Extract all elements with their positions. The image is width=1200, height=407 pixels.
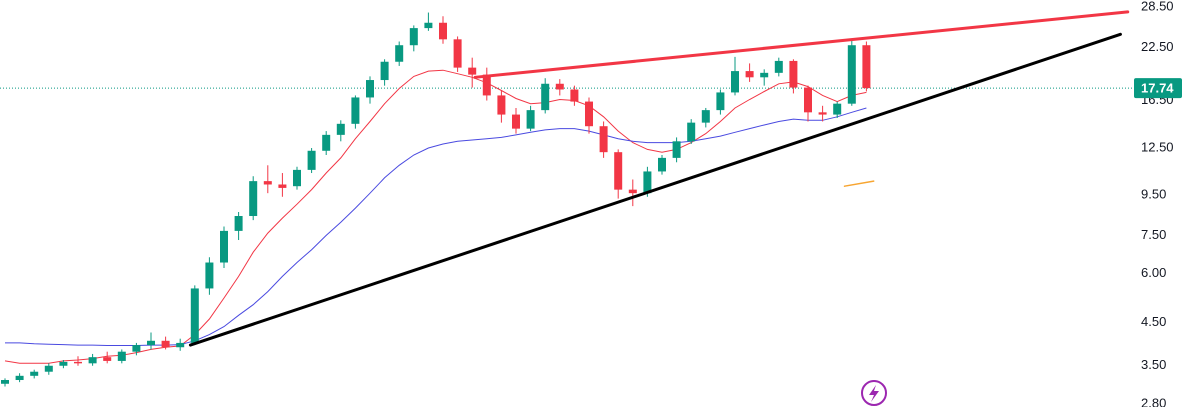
trendline [843,180,875,187]
candle-body [672,141,681,158]
candle-body [541,83,550,111]
candle-body [190,288,199,343]
candle-body [409,28,418,46]
candle-body [263,181,272,185]
candle-body [628,189,637,194]
candle-body [468,67,477,75]
candle-body [249,181,258,217]
candle-body [336,123,345,135]
candle-body [1,380,9,384]
candle-body [380,61,389,81]
candle-body [220,230,228,263]
trendline [188,32,1122,347]
candle-body [745,71,754,78]
candle-body [585,101,593,127]
candle-body [716,92,725,111]
y-tick-label: 4.50 [1141,314,1166,329]
candle-body [643,171,652,194]
y-tick-label: 7.50 [1141,227,1166,242]
candle-body [833,103,842,115]
candle-body [804,87,812,113]
y-tick-label: 12.50 [1141,139,1174,154]
candle-body [453,39,462,68]
icon-ring [861,380,887,406]
trendline [473,10,1130,79]
candle-body [351,97,360,124]
candle-body [88,357,97,364]
candle-body [701,110,710,123]
candle-body [439,22,447,40]
icon-bolt [869,385,879,402]
candle-body [526,110,535,129]
y-tick-label: 9.50 [1141,186,1166,201]
y-tick-label: 3.50 [1141,357,1166,372]
candle-body [395,45,404,62]
candle-body [599,126,608,153]
candle-body [818,112,827,115]
candle-body [687,122,696,142]
candle-body [30,371,39,376]
moving-average [4,69,867,364]
candle-body [482,74,491,96]
candle-body [424,22,433,29]
y-tick-label: 28.50 [1141,0,1174,13]
y-tick-label: 6.00 [1141,265,1166,280]
candle-body [293,169,301,187]
moving-average [5,107,867,346]
candle-body [59,361,68,366]
candle-body [614,152,623,190]
candle-body [366,80,374,98]
last-price-label: 17.74 [1141,81,1174,96]
candle-body [789,60,798,88]
candle-body [147,340,155,346]
candle-body [132,345,141,352]
candle-body [117,351,126,361]
lightning-icon[interactable] [861,380,887,406]
candle-body [278,184,287,188]
candle-body [570,89,579,102]
candle-body [322,134,331,151]
candle-body [176,342,185,348]
candle-body [731,71,739,93]
y-tick-label: 2.80 [1141,395,1166,407]
y-tick-label: 22.50 [1141,39,1174,54]
candle-body [760,72,769,78]
candle-body [205,262,214,289]
candle-body [512,114,520,129]
candle-body [658,157,666,172]
candle-body [15,375,24,381]
candle-body [161,340,170,348]
candle-body [234,216,243,231]
candle-body [774,60,783,73]
candle-body [497,95,506,115]
candle-body [44,365,53,372]
last-price-badge [1134,78,1182,99]
candle-body [103,357,112,361]
candle-body [847,45,856,104]
candle-body [74,361,82,364]
candle-body [555,83,564,90]
candle-body [307,150,316,170]
candle-body [862,45,871,89]
